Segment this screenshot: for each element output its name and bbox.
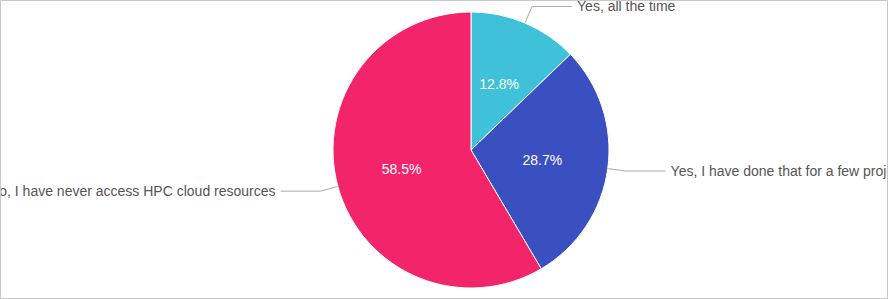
svg-text:Yes, all the time: Yes, all the time: [577, 1, 676, 14]
svg-text:12.8%: 12.8%: [479, 76, 519, 92]
svg-text:58.5%: 58.5%: [382, 161, 422, 177]
svg-text:28.7%: 28.7%: [522, 152, 562, 168]
svg-text:No, I have never access HPC cl: No, I have never access HPC cloud resour…: [1, 183, 276, 199]
svg-text:Yes, I have done that for a fe: Yes, I have done that for a few projects: [671, 163, 887, 179]
